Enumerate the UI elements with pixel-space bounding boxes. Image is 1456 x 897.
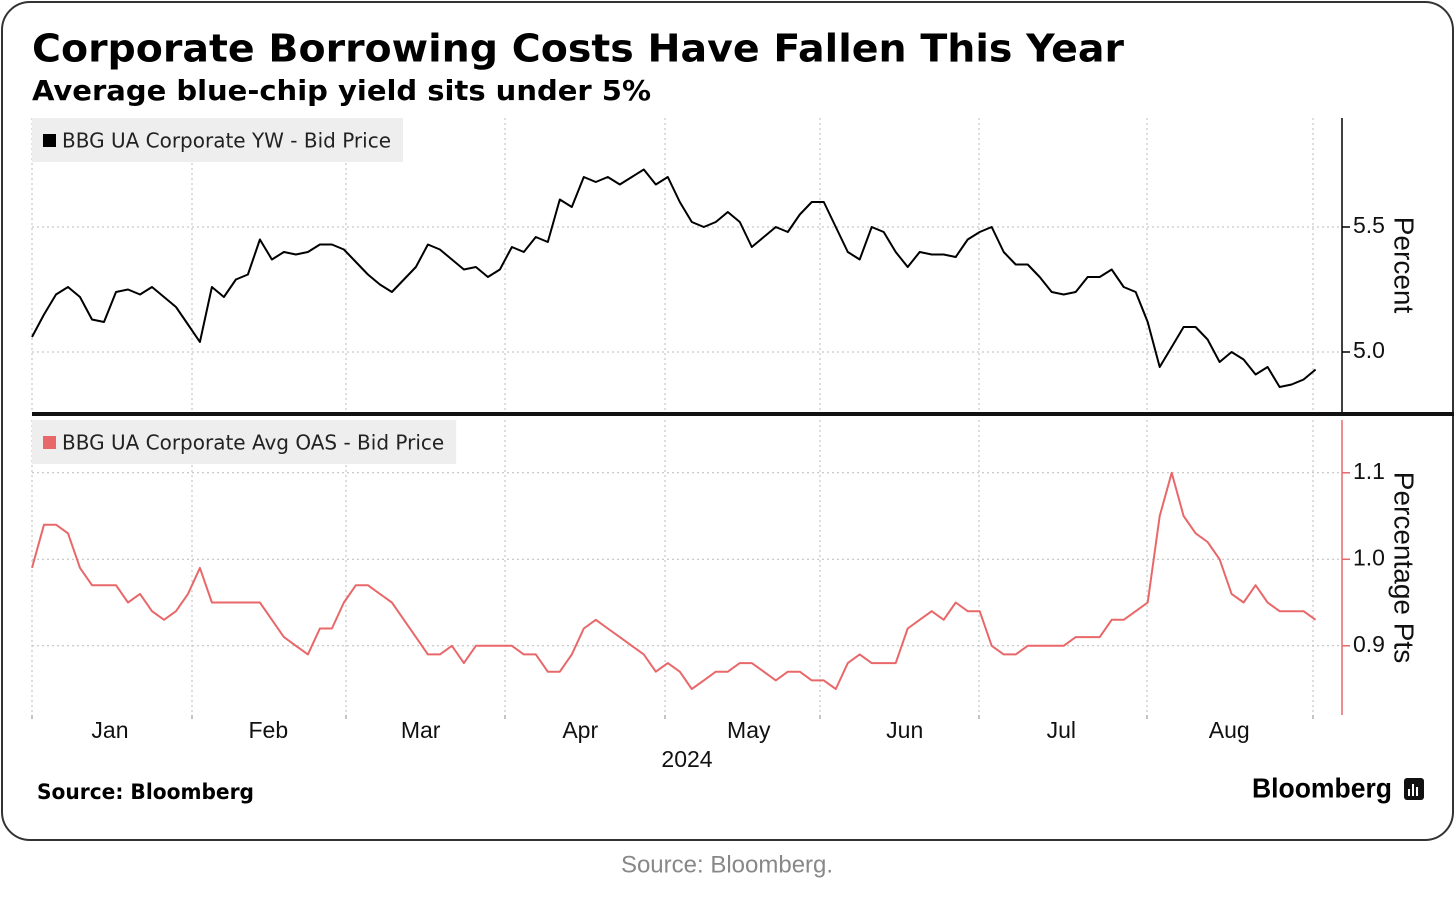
x-tick-label: Jul	[1047, 717, 1076, 743]
x-tick-label: Mar	[401, 717, 441, 743]
x-tick-label: Aug	[1209, 717, 1250, 743]
data-line	[31, 168, 1317, 388]
x-tick-label: Jan	[91, 717, 128, 743]
caption: Source: Bloomberg.	[621, 851, 833, 878]
logo: Bloomberg	[1252, 772, 1392, 803]
x-tick-label: Apr	[562, 717, 598, 743]
chart-title: Corporate Borrowing Costs Have Fallen Th…	[32, 27, 1124, 71]
legend-swatch	[43, 134, 56, 147]
legend-label: BBG UA Corporate YW - Bid Price	[62, 129, 391, 153]
legend-label: BBG UA Corporate Avg OAS - Bid Price	[62, 431, 444, 455]
y-tick-label: 5.5	[1353, 212, 1385, 238]
y-tick-label: 5.0	[1353, 337, 1385, 363]
y-axis-label: Percentage Pts	[1389, 472, 1420, 663]
y-tick-label: 1.1	[1353, 458, 1385, 484]
chart-subtitle: Average blue-chip yield sits under 5%	[32, 74, 651, 107]
data-line	[31, 471, 1317, 690]
source: Source: Bloomberg	[37, 780, 254, 804]
logo-icon	[1404, 778, 1424, 800]
y-tick-label: 1.0	[1353, 544, 1385, 570]
x-axis-label: 2024	[661, 746, 712, 772]
legend-box	[32, 118, 404, 162]
y-axis-label: Percent	[1389, 217, 1420, 314]
x-tick-label: Feb	[249, 717, 289, 743]
x-tick-label: Jun	[886, 717, 923, 743]
y-tick-label: 0.9	[1353, 631, 1385, 657]
legend-swatch	[43, 436, 56, 449]
card	[1, 1, 1454, 841]
x-tick-label: May	[727, 717, 771, 743]
legend-box	[32, 420, 457, 464]
